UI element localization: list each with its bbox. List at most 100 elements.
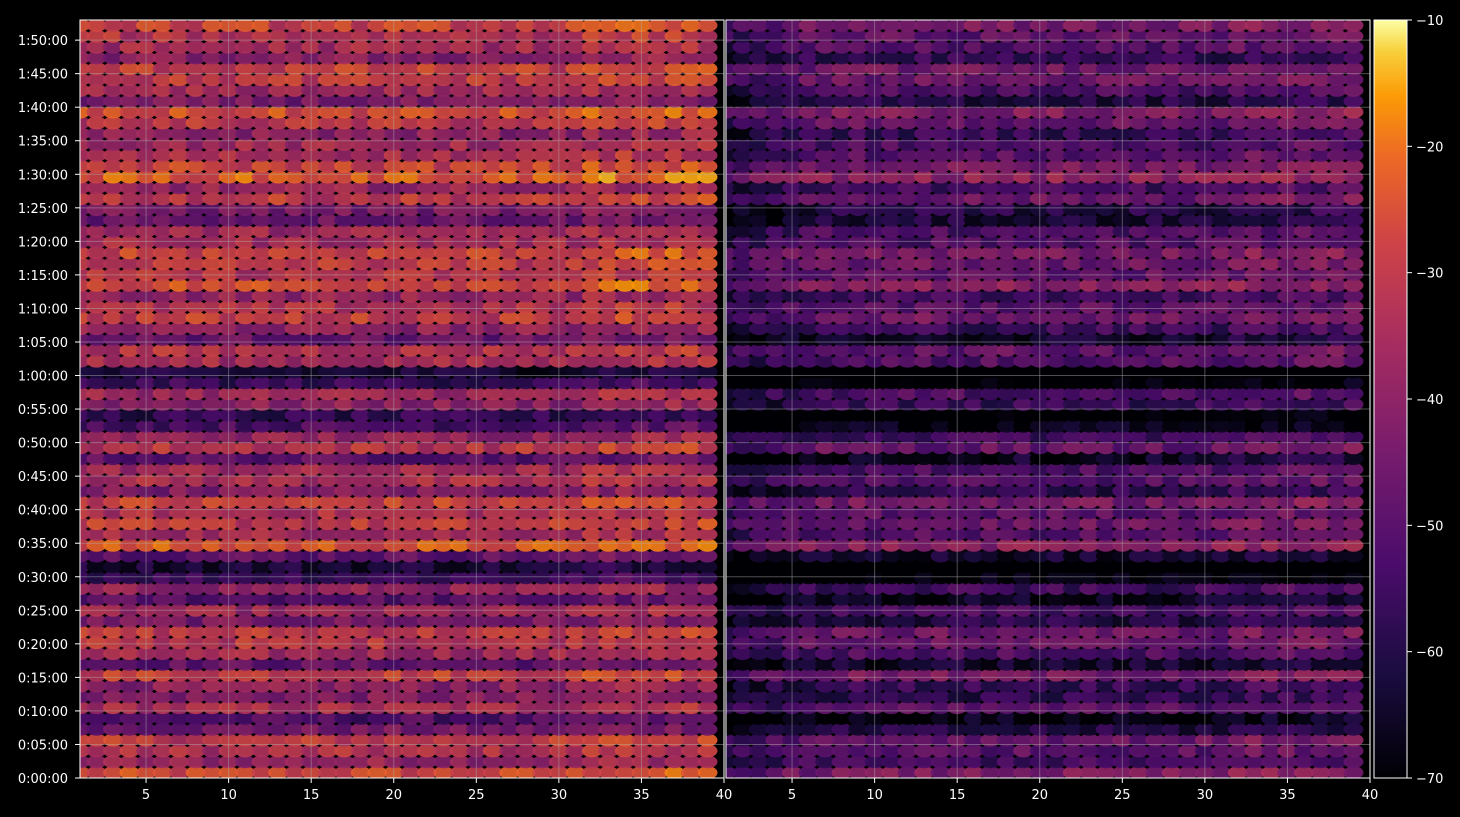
heatmap-cell [449,592,470,606]
heatmap-cell [251,376,272,390]
heatmap-cell [1112,538,1133,552]
heatmap-cell [119,246,140,260]
heatmap-cell [1343,549,1364,563]
heatmap-cell [732,408,753,422]
heatmap-cell [848,603,869,617]
heatmap-cell [169,40,190,54]
heatmap-cell [1260,473,1281,487]
heatmap-cell [1327,538,1347,552]
heatmap-cell [930,582,951,595]
heatmap-cell [598,571,619,585]
heatmap-cell [864,387,885,401]
heatmap-cell [681,300,701,314]
heatmap-cell [815,441,836,455]
heatmap-cell [284,224,305,238]
heatmap-cell [1310,495,1331,509]
heatmap-cell [268,235,289,249]
heatmap-cell [697,527,718,541]
heatmap-cell [301,430,322,444]
heatmap-cell [301,40,322,54]
heatmap-cell [598,517,619,530]
heatmap-cell [367,354,388,368]
heatmap-cell [631,397,652,411]
heatmap-cell [996,484,1017,498]
heatmap-cell [334,62,355,76]
heatmap-cell [1046,571,1067,585]
heatmap-cell [301,484,322,498]
heatmap-cell [1128,387,1149,401]
heatmap-cell [515,495,536,509]
heatmap-cell [350,733,371,747]
heatmap-cell [726,679,736,693]
heatmap-cell [1211,560,1232,574]
heatmap-cell [416,733,437,747]
heatmap-cell [301,744,322,758]
heatmap-cell [1310,397,1331,411]
heatmap-cell [449,213,470,227]
heatmap-cell [218,213,239,227]
heatmap-cell [86,51,107,65]
heatmap-cell [284,506,305,520]
heatmap-cell [532,430,553,444]
heatmap-cell [268,690,289,704]
heatmap-cell [235,462,256,476]
heatmap-cell [416,387,437,401]
heatmap-cell [963,527,984,541]
heatmap-cell [466,332,487,346]
heatmap-cell [317,722,338,736]
heatmap-cell [581,29,602,43]
heatmap-cell [185,733,206,747]
heatmap-cell [581,733,602,747]
heatmap-cell [631,213,652,227]
heatmap-cell [614,94,635,108]
heatmap-cell [119,603,140,617]
heatmap-cell [1244,408,1265,422]
heatmap-cell [532,701,553,715]
heatmap-cell [1227,690,1248,704]
heatmap-cell [136,473,157,487]
heatmap-cell [383,73,404,87]
heatmap-cell [798,647,819,660]
heatmap-cell [499,224,520,238]
heatmap-cell [86,224,107,238]
heatmap-cell [1293,408,1314,422]
heatmap-cell [697,452,718,466]
heatmap-cell [400,744,421,758]
heatmap-cell [119,192,140,206]
heatmap-cell [1227,722,1248,736]
heatmap-cell [152,430,173,444]
heatmap-cell [980,441,1001,455]
heatmap-cell [1046,495,1067,509]
heatmap-cell [400,159,421,173]
heatmap-cell [749,625,769,639]
heatmap-cell [169,20,190,32]
heatmap-cell [1112,614,1133,628]
heatmap-cell [301,462,322,476]
heatmap-cell [103,473,123,487]
heatmap-cell [1178,733,1199,747]
heatmap-cell [1112,733,1133,747]
heatmap-cell [449,397,470,411]
heatmap-cell [80,592,90,606]
heatmap-cell [1244,560,1265,574]
heatmap-cell [749,744,769,758]
heatmap-cell [202,397,223,411]
heatmap-cell [86,181,107,195]
heatmap-cell [1079,517,1100,530]
heatmap-cell [1194,636,1215,650]
heatmap-cell [681,549,701,563]
heatmap-cell [664,268,685,281]
heatmap-cell [350,452,371,466]
heatmap-cell [963,733,984,747]
heatmap-cell [765,614,786,628]
heatmap-cell [647,116,668,130]
heatmap-cell [334,83,355,97]
heatmap-cell [598,701,619,715]
heatmap-cell [697,657,718,671]
heatmap-cell [1128,603,1149,617]
heatmap-cell [815,462,836,476]
heatmap-cell [1145,668,1166,682]
heatmap-cell [798,592,819,606]
heatmap-cell [697,83,718,97]
heatmap-cell [980,722,1001,736]
